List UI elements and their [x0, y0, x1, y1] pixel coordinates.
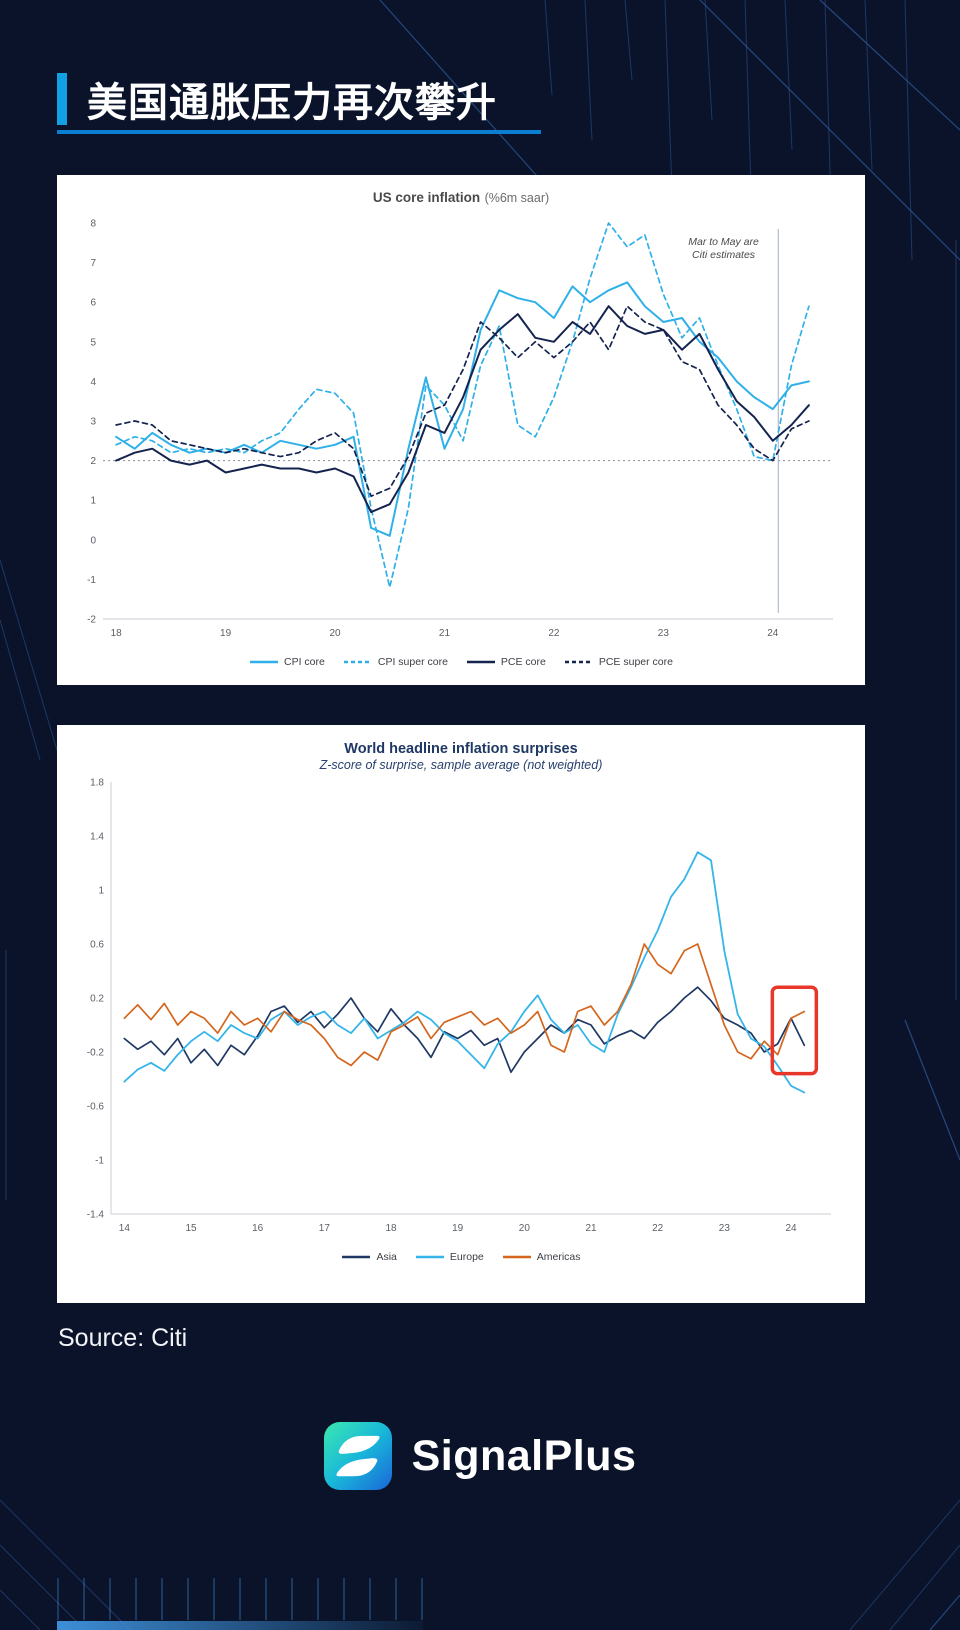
chart2-title: World headline inflation surprises — [344, 741, 578, 757]
svg-text:21: 21 — [585, 1223, 597, 1234]
bottom-comb-decoration — [57, 1578, 423, 1620]
svg-text:22: 22 — [652, 1223, 664, 1234]
legend-label: PCE core — [500, 656, 546, 668]
series-line-asia — [123, 986, 806, 1074]
svg-text:20: 20 — [519, 1223, 531, 1234]
world-inflation-surprises-chart-card: World headline inflation surprises Z-sco… — [57, 725, 865, 1303]
svg-text:19: 19 — [220, 628, 232, 639]
svg-text:Mar to May are: Mar to May are — [688, 236, 759, 248]
svg-text:-0.6: -0.6 — [87, 1102, 105, 1113]
svg-text:-1: -1 — [95, 1156, 104, 1167]
legend-label: PCE super core — [598, 656, 673, 668]
svg-text:0.6: 0.6 — [90, 940, 104, 951]
page-title: 美国通胀压力再次攀升 — [87, 81, 497, 125]
legend-swatch — [502, 1255, 531, 1259]
legend-swatch — [343, 660, 372, 664]
svg-text:1.4: 1.4 — [90, 832, 104, 843]
legend-label: Europe — [449, 1251, 484, 1263]
legend-label: Americas — [536, 1251, 581, 1263]
chart1-title: US core inflation (%6m saar) — [69, 189, 853, 207]
legend-swatch — [466, 660, 495, 664]
svg-text:2: 2 — [90, 456, 96, 467]
svg-text:0: 0 — [90, 535, 96, 546]
svg-text:6: 6 — [90, 298, 96, 309]
svg-text:5: 5 — [90, 337, 96, 348]
chart2-canvas: 1.8 1.4 1 0.6 0.2 -0.2 -0.6 -1 -1.4 14 15 16 17 18 19 2… — [87, 778, 831, 1234]
svg-text:22: 22 — [548, 628, 560, 639]
legend-item-pce-super-core: PCE super core — [564, 656, 673, 668]
svg-text:23: 23 — [719, 1223, 731, 1234]
svg-text:7: 7 — [90, 258, 96, 269]
legend-item-americas: Americas — [502, 1251, 581, 1263]
series-line-cpi-core — [115, 281, 810, 537]
svg-text:1: 1 — [98, 886, 104, 897]
us-core-inflation-chart-card: US core inflation (%6m saar) 8 7 6 5 4 3 2 1 0 -1… — [57, 175, 865, 685]
title-accent-bar — [57, 73, 67, 125]
svg-text:3: 3 — [90, 417, 96, 428]
series-line-americas — [123, 943, 806, 1067]
series-line-cpi-super-core — [115, 222, 810, 589]
svg-text:-1.4: -1.4 — [87, 1210, 105, 1221]
svg-text:18: 18 — [385, 1223, 397, 1234]
svg-text:24: 24 — [785, 1223, 797, 1234]
legend-swatch — [250, 660, 279, 664]
series-line-pce-core — [115, 305, 810, 514]
svg-text:0.2: 0.2 — [90, 994, 104, 1005]
title-underline — [57, 130, 541, 134]
signalplus-logo-icon — [323, 1422, 392, 1490]
page-header: 美国通胀压力再次攀升 — [57, 70, 497, 128]
svg-text:8: 8 — [90, 219, 96, 230]
svg-text:17: 17 — [319, 1223, 331, 1234]
brand-row: SignalPlus — [0, 1422, 960, 1490]
legend-item-cpi-super-core: CPI super core — [343, 656, 448, 668]
svg-text:24: 24 — [767, 628, 779, 639]
bottom-strip-decoration — [57, 1621, 423, 1630]
svg-text:20: 20 — [329, 628, 341, 639]
svg-text:15: 15 — [185, 1223, 197, 1234]
svg-text:-1: -1 — [87, 575, 96, 586]
svg-text:19: 19 — [452, 1223, 464, 1234]
legend-item-cpi-core: CPI core — [249, 656, 325, 668]
chart2-legend: Asia Europe Americas — [69, 1251, 853, 1263]
svg-text:21: 21 — [439, 628, 451, 639]
source-label: Source: Citi — [58, 1324, 188, 1352]
svg-text:18: 18 — [111, 628, 123, 639]
legend-label: CPI super core — [377, 656, 448, 668]
legend-label: Asia — [376, 1251, 397, 1263]
svg-text:Citi estimates: Citi estimates — [692, 249, 756, 261]
chart1-title-text: US core inflation — [372, 190, 481, 205]
svg-text:-2: -2 — [87, 615, 96, 626]
chart1-title-note: (%6m saar) — [484, 191, 550, 205]
svg-text:4: 4 — [90, 377, 96, 388]
chart2-subtitle: Z-score of surprise, sample average (not… — [319, 758, 603, 772]
svg-text:1.8: 1.8 — [90, 778, 104, 789]
legend-swatch — [564, 660, 593, 664]
chart1-legend: CPI core CPI super core PCE core PCE super … — [69, 656, 853, 668]
recent-data-highlight-box — [770, 985, 819, 1076]
series-line-europe — [123, 851, 806, 1094]
svg-text:14: 14 — [119, 1223, 131, 1234]
svg-text:-0.2: -0.2 — [87, 1048, 105, 1059]
svg-text:16: 16 — [252, 1223, 264, 1234]
legend-swatch — [415, 1255, 444, 1259]
legend-item-europe: Europe — [415, 1251, 484, 1263]
svg-text:1: 1 — [90, 496, 96, 507]
brand-name: SignalPlus — [411, 1431, 637, 1480]
series-line-pce-super-core — [115, 305, 810, 498]
legend-item-pce-core: PCE core — [466, 656, 546, 668]
legend-swatch — [342, 1255, 371, 1259]
legend-label: CPI core — [284, 656, 325, 668]
svg-text:23: 23 — [658, 628, 670, 639]
legend-item-asia: Asia — [341, 1251, 397, 1263]
